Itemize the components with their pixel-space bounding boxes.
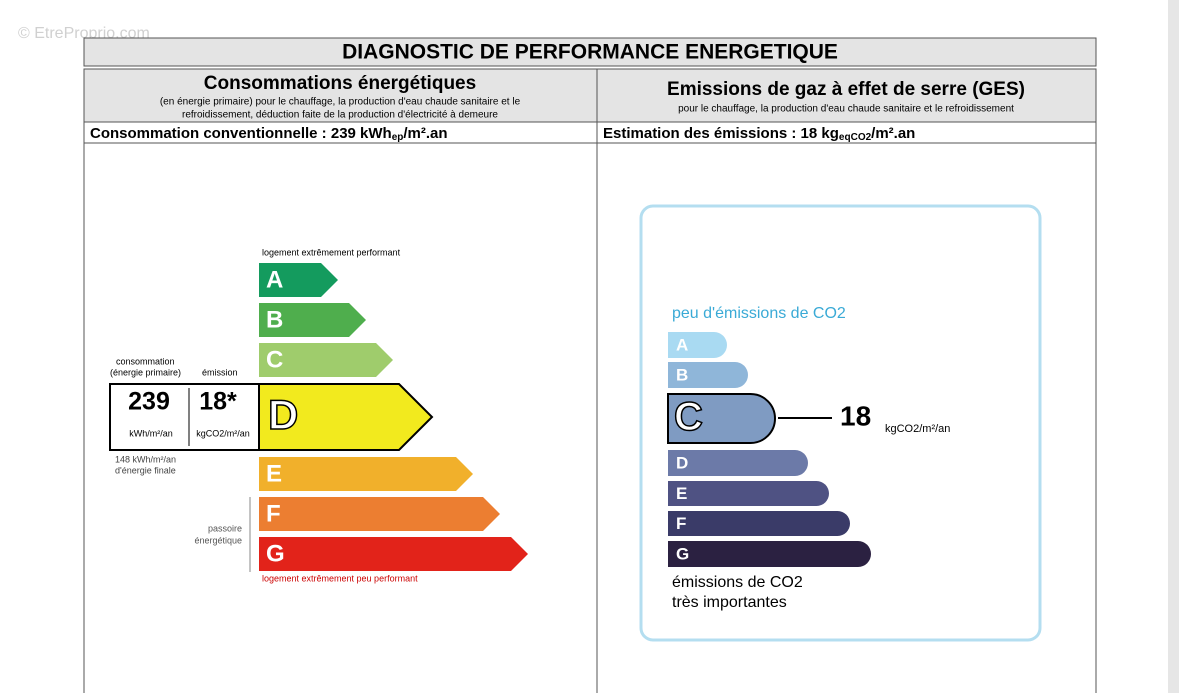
estimate-unit: /m².an	[403, 125, 447, 142]
class-arrow	[259, 343, 393, 377]
class-letter: G	[676, 544, 689, 563]
class-letter: F	[266, 500, 281, 527]
side-label: énergétique	[194, 535, 242, 545]
class-arrow	[259, 303, 366, 337]
class-arrow	[258, 383, 434, 451]
title: DIAGNOSTIC DE PERFORMANCE ENERGETIQUE	[342, 41, 838, 64]
energy-heading: Consommations énergétiques	[204, 73, 476, 94]
emission-unit: kgCO2/m²/an	[196, 428, 250, 438]
class-bar	[668, 332, 727, 358]
class-arrow	[259, 263, 338, 297]
energy-scale: logement extrêmement performant logement…	[109, 247, 528, 583]
class-bar	[667, 393, 776, 444]
consumption-header: consommation	[116, 356, 175, 366]
class-letter: B	[676, 365, 688, 384]
title-bar	[83, 37, 1097, 67]
ges-unit: kgCO2/m²/an	[885, 423, 950, 435]
side-strip	[1168, 0, 1179, 693]
class-bar	[668, 362, 748, 388]
consumption-header: (énergie primaire)	[110, 367, 181, 377]
energy-subheading: (en énergie primaire) pour le chauffage,…	[160, 97, 521, 108]
ges-heading: Emissions de gaz à effet de serre (GES)	[667, 79, 1025, 100]
ges-estimate: Estimation des émissions : 18 kgeqCO2/m²…	[603, 125, 915, 143]
class-letter: E	[676, 484, 687, 503]
class-bar	[668, 481, 829, 506]
top-label: logement extrêmement performant	[262, 247, 401, 257]
class-letter: B	[266, 306, 283, 333]
bottom-label: logement extrêmement peu performant	[262, 573, 418, 583]
ges-scale: peu d'émissions de CO2 18 kgCO2/m²/an ém…	[639, 204, 1042, 642]
class-letter: A	[676, 335, 688, 354]
ges-value: 18	[840, 400, 871, 431]
class-arrow	[259, 537, 528, 571]
final-energy: 148 kWh/m²/an	[115, 454, 176, 464]
class-arrow	[259, 457, 473, 491]
energy-estimate: Consommation conventionnelle : 239 kWhep…	[90, 125, 448, 143]
estimate-row	[83, 121, 1097, 144]
side-label: passoire	[208, 523, 242, 533]
bottom-label: émissions de CO2	[672, 574, 803, 591]
energy-subheading: refroidissement, déduction faite de la p…	[182, 110, 498, 121]
class-letter: G	[266, 540, 285, 567]
estimate-label: Consommation conventionnelle : 239 kWh	[90, 125, 392, 142]
consumption-value: 239	[128, 388, 170, 416]
ges-subheading: pour le chauffage, la production d'eau c…	[678, 104, 1014, 115]
class-letter: C	[266, 346, 283, 373]
consumption-unit: kWh/m²/an	[129, 428, 173, 438]
class-letter: F	[676, 514, 686, 533]
class-bar	[668, 511, 850, 536]
top-label: peu d'émissions de CO2	[672, 305, 846, 322]
estimate-sub: ep	[392, 132, 404, 143]
emission-value: 18*	[199, 388, 237, 416]
bottom-label: très importantes	[672, 594, 787, 611]
class-arrow	[259, 497, 500, 531]
class-bar	[668, 541, 871, 567]
class-letter: C	[674, 395, 703, 439]
final-energy: d'énergie finale	[115, 465, 176, 475]
class-letter: A	[266, 266, 283, 293]
estimate-label: Estimation des émissions : 18 kg	[603, 125, 839, 142]
class-bar	[668, 450, 808, 476]
class-letter: D	[676, 453, 688, 472]
class-letter: E	[266, 460, 282, 487]
class-letter: D	[268, 391, 298, 438]
estimate-sub: eqCO2	[839, 132, 872, 143]
estimate-unit: /m².an	[871, 125, 915, 142]
value-box	[109, 383, 260, 451]
emission-header: émission	[202, 367, 238, 377]
